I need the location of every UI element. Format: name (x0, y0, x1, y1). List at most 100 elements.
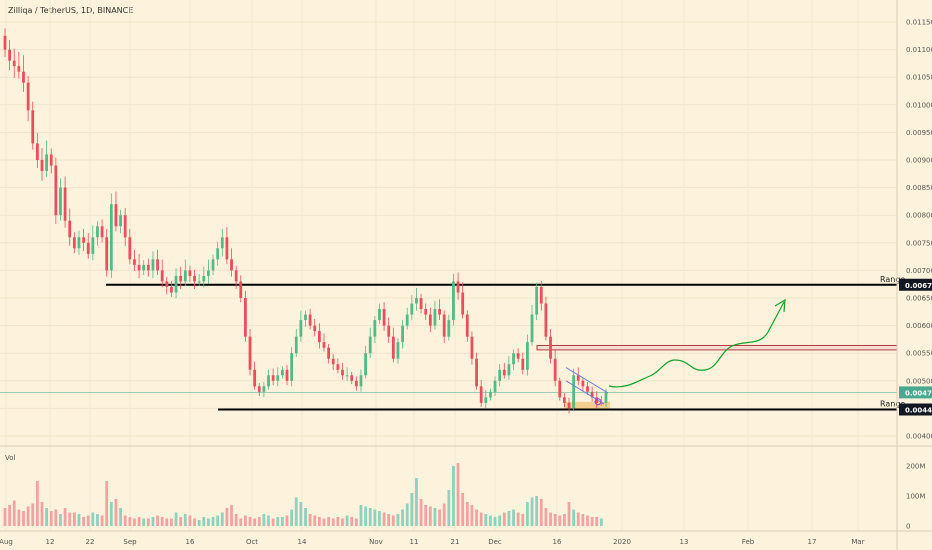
volume-bar (530, 497, 534, 526)
volume-bar (91, 512, 95, 526)
volume-label: Vol (5, 454, 16, 462)
volume-bar (327, 517, 331, 526)
volume-bar (26, 506, 30, 526)
volume-bar (313, 515, 317, 526)
volume-bar (123, 515, 127, 526)
volume-bar (267, 515, 270, 526)
candle-body (549, 336, 552, 359)
volume-bar (304, 508, 307, 526)
volume-bar (410, 493, 414, 526)
candle-body (211, 259, 215, 271)
time-tick-label: Oct (246, 538, 258, 546)
volume-bar (586, 515, 589, 526)
candle-body (253, 369, 257, 387)
volume-bar (470, 505, 474, 526)
volume-bar (77, 514, 81, 526)
volume-bar (82, 517, 85, 526)
volume-bar (54, 509, 58, 526)
volume-bar (391, 515, 395, 526)
candle-body (405, 314, 409, 326)
volume-bar (285, 515, 289, 526)
candle-body (239, 281, 243, 298)
resistance-zone (536, 344, 898, 351)
volume-bar (72, 512, 76, 526)
volume-bar (396, 514, 400, 526)
candle-body (216, 248, 220, 260)
volume-bar (22, 511, 25, 526)
candle-body (433, 309, 437, 326)
candle-body (225, 237, 229, 260)
volume-bar (59, 514, 62, 526)
candles (3, 28, 608, 414)
candle-body (188, 270, 192, 276)
volume-bar (45, 508, 48, 526)
candle-body (313, 325, 317, 332)
candle-body (133, 259, 136, 265)
candle-body (359, 375, 363, 387)
candle-body (498, 369, 502, 381)
volume-bar (86, 515, 90, 526)
range-level-badge (899, 278, 932, 291)
volume-bar (373, 509, 377, 526)
time-tick-label: 16 (553, 538, 562, 546)
time-tick-label: Sep (123, 538, 137, 546)
candle-body (396, 342, 400, 359)
candle-body (484, 397, 488, 403)
volume-bar (271, 518, 275, 526)
candle-body (442, 314, 446, 337)
time-tick-label: 16 (186, 538, 195, 546)
volume-bar (49, 511, 53, 526)
volume-bar (512, 509, 515, 526)
candle-body (174, 275, 178, 293)
volume-bar (447, 490, 451, 526)
candle-body (45, 154, 48, 172)
candle-body (341, 369, 344, 376)
candle-body (119, 215, 122, 227)
candle-body (419, 298, 423, 310)
time-tick-label: Dec (488, 538, 502, 546)
volume-bar (197, 520, 201, 526)
candle-body (331, 358, 335, 365)
candle-body (100, 226, 104, 238)
candle-body (105, 237, 109, 271)
volume-bar (12, 500, 16, 526)
candle-body (479, 386, 483, 403)
chart-title: Zilliqa / TetherUS, 1D, BINANCE (8, 6, 133, 15)
time-tick-label: 13 (680, 538, 689, 546)
candle-body (322, 342, 326, 348)
candle-body (563, 397, 566, 403)
annotations (565, 298, 786, 406)
range-level-label: Range (880, 400, 905, 409)
candle-body (151, 259, 155, 271)
candle-body (539, 286, 543, 304)
volume-bar (350, 517, 354, 526)
volume-bar (595, 517, 599, 526)
volume-bar (290, 509, 294, 526)
candle-body (271, 375, 275, 381)
volume-bar (354, 518, 358, 526)
candle-body (49, 154, 53, 166)
candle-body (576, 375, 580, 381)
volume-bar (160, 517, 164, 526)
volume-bar (299, 502, 303, 526)
candle-body (86, 242, 90, 254)
volume-bars (3, 463, 603, 526)
candle-body (345, 375, 349, 377)
range-level-value: 0.00448 (905, 407, 932, 415)
range-level-value: 0.00674 (905, 282, 932, 290)
volume-bar (465, 502, 469, 526)
volume-bar (401, 509, 404, 526)
volume-bar (419, 499, 423, 526)
candle-body (410, 303, 414, 315)
time-axis: Aug 12 22 Sep 16 Oct 14 Nov 11 21 Dec 16 2020 13 Feb 17… (0, 538, 865, 546)
candle-body (424, 309, 428, 315)
candle-body (373, 320, 377, 337)
candle-body (63, 187, 67, 221)
candle-body (378, 309, 381, 321)
candle-body (350, 375, 354, 381)
